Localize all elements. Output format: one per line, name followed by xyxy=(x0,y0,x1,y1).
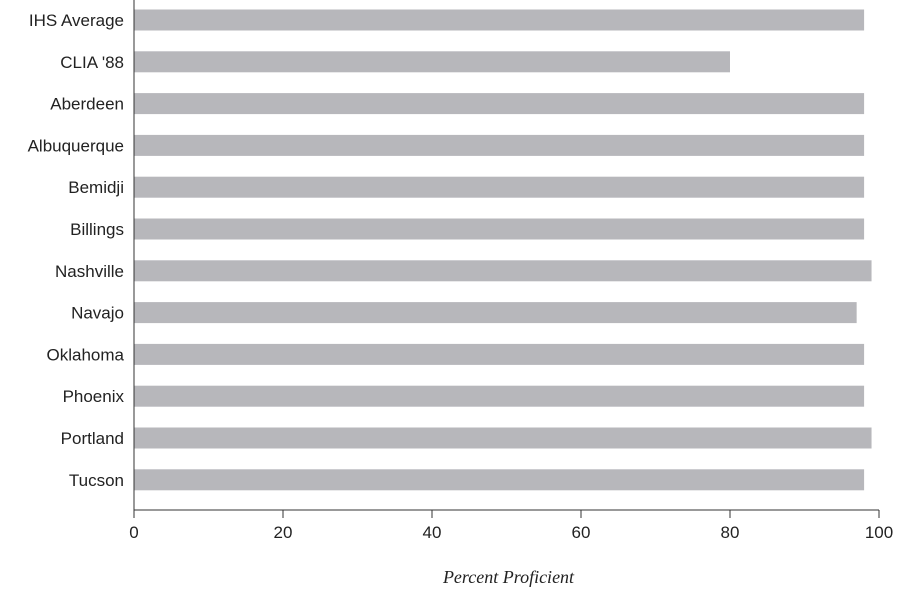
category-label: Billings xyxy=(70,220,124,239)
category-label: Phoenix xyxy=(63,387,125,406)
bar-bemidji xyxy=(134,176,865,198)
bar-albuquerque xyxy=(134,134,865,156)
bar-tucson xyxy=(134,469,865,491)
category-label: Oklahoma xyxy=(47,345,125,364)
x-tick-label: 60 xyxy=(572,523,591,542)
bar-navajo xyxy=(134,302,857,324)
category-label: Portland xyxy=(61,429,124,448)
category-label: Tucson xyxy=(69,471,124,490)
x-ticks-group: 0 20 40 60 80 100 xyxy=(129,510,893,542)
category-label: Aberdeen xyxy=(50,95,124,114)
bar-phoenix xyxy=(134,385,865,407)
bar-portland xyxy=(134,427,872,449)
bar-oklahoma xyxy=(134,343,865,365)
category-label: CLIA '88 xyxy=(60,53,124,72)
category-label: Navajo xyxy=(71,304,124,323)
x-tick-label: 100 xyxy=(865,523,893,542)
bar-ihs-average xyxy=(134,9,865,31)
bar-billings xyxy=(134,218,865,240)
bars-group xyxy=(134,9,872,491)
bar-nashville xyxy=(134,260,872,282)
x-tick-label: 20 xyxy=(274,523,293,542)
category-label: Nashville xyxy=(55,262,124,281)
bar-aberdeen xyxy=(134,93,865,115)
category-label: Bemidji xyxy=(68,178,124,197)
bar-clia-88 xyxy=(134,51,730,73)
category-label: Albuquerque xyxy=(28,136,124,155)
x-axis-title: Percent Proficient xyxy=(442,567,575,587)
x-tick-label: 40 xyxy=(423,523,442,542)
x-tick-label: 80 xyxy=(721,523,740,542)
category-label: IHS Average xyxy=(29,11,124,30)
category-labels-group: IHS Average CLIA '88 Aberdeen Albuquerque Be… xyxy=(28,11,125,490)
x-tick-label: 0 xyxy=(129,523,138,542)
